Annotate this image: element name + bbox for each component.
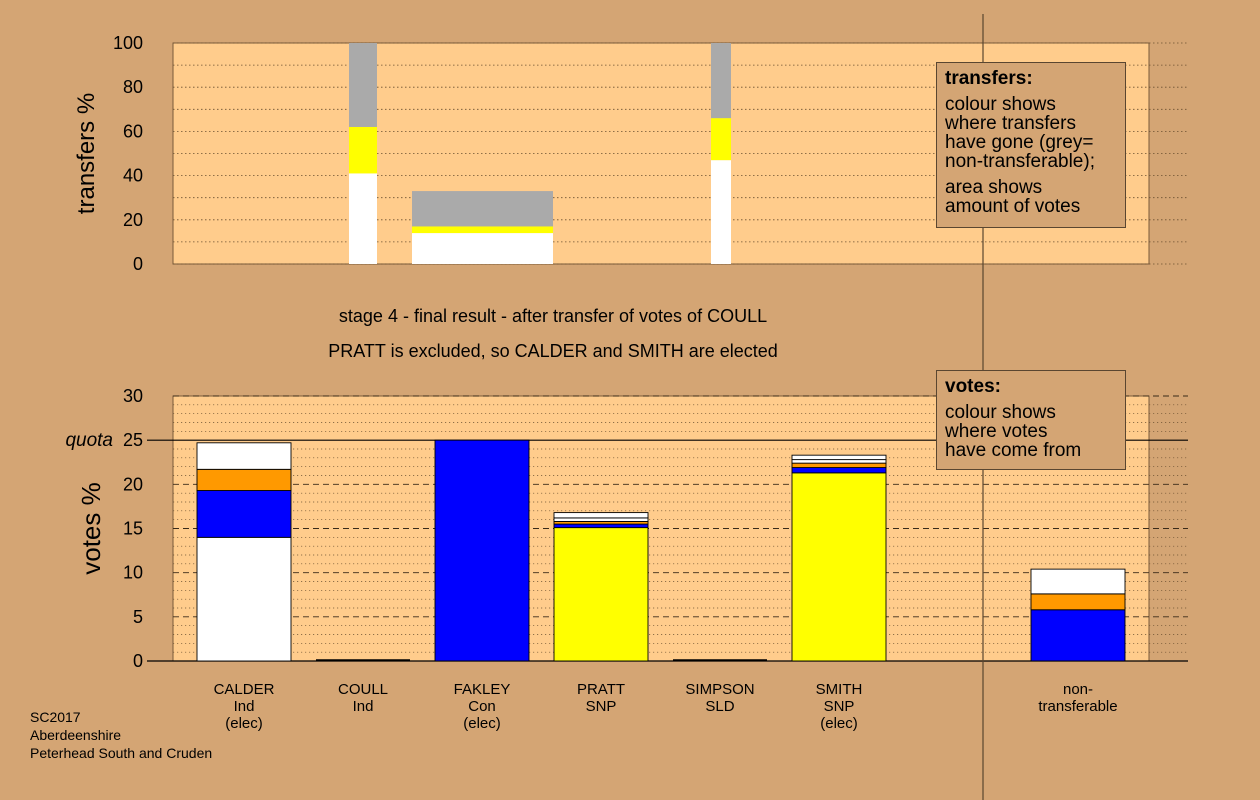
vote-segment-blue	[196, 490, 292, 538]
vote-segment-white	[791, 454, 887, 461]
category-label: (elec)	[225, 715, 263, 732]
transfers-tick-label: 0	[133, 254, 143, 274]
category-label: Con	[468, 698, 496, 715]
transfers-tick-label: 60	[123, 121, 143, 141]
transfers-legend: transfers: colour shows where transfers …	[936, 62, 1126, 228]
transfer-segment-pratt-yellow	[412, 226, 553, 234]
transfer-segment-coull-white	[349, 173, 377, 264]
category-label: (elec)	[463, 715, 501, 732]
category-label: SMITH	[816, 681, 863, 698]
votes-legend-line: colour shows	[945, 402, 1056, 423]
transfer-segment-pratt-white	[412, 233, 553, 264]
votes-axis-label: votes %	[76, 482, 106, 575]
vote-segment-white	[791, 459, 887, 464]
vote-segment-white	[553, 512, 649, 519]
transfers-axis-label: transfers %	[73, 93, 100, 214]
transfer-segment-pratt-grey	[412, 191, 553, 227]
votes-legend-line: have come from	[945, 440, 1082, 461]
vote-segment-orange	[196, 468, 292, 491]
vote-segment-orange	[1030, 593, 1126, 611]
votes-tick-label: 20	[123, 474, 143, 494]
footer-year: SC2017	[30, 709, 81, 725]
votes-tick-label: 10	[123, 563, 143, 583]
category-label: CALDER	[214, 681, 275, 698]
vote-segment-orange	[791, 462, 887, 468]
votes-legend: votes: colour shows where votes have com…	[936, 370, 1126, 470]
transfer-segment-smith-grey	[711, 43, 731, 119]
category-label: transferable	[1038, 698, 1117, 715]
votes-tick-label: 25	[123, 430, 143, 450]
transfers-tick-label: 40	[123, 166, 143, 186]
vote-segment-blue	[791, 467, 887, 474]
transfer-segment-smith-white	[711, 160, 731, 264]
footer-council: Aberdeenshire	[30, 727, 122, 743]
transfers-legend-line: amount of votes	[945, 196, 1081, 217]
vote-segment-blue	[1030, 609, 1126, 662]
vote-segment-yellow	[791, 472, 887, 662]
transfers-legend-line: non-transferable);	[945, 151, 1095, 172]
vote-segment-white	[1030, 568, 1126, 595]
result-caption: PRATT is excluded, so CALDER and SMITH a…	[328, 341, 778, 361]
category-label: (elec)	[820, 715, 858, 732]
stage-caption: stage 4 - final result - after transfer …	[338, 306, 768, 326]
votes-tick-label: 30	[123, 386, 143, 406]
category-label: Ind	[234, 698, 255, 715]
category-label: non-	[1063, 681, 1093, 698]
vote-segment-white	[196, 442, 292, 470]
votes-tick-label: 5	[133, 607, 143, 627]
votes-legend-line: where votes	[945, 421, 1048, 442]
category-label: SIMPSON	[685, 681, 754, 698]
vote-segment-blue	[553, 523, 649, 529]
category-label: PRATT	[577, 681, 625, 698]
transfer-segment-smith-yellow	[711, 118, 731, 161]
transfers-tick-label: 80	[123, 77, 143, 97]
quota-label: quota	[65, 430, 113, 451]
votes-legend-title: votes:	[945, 376, 1001, 397]
footer-ward: Peterhead South and Cruden	[30, 745, 213, 761]
transfers-legend-line: colour shows	[945, 94, 1056, 115]
category-label: FAKLEY	[454, 681, 511, 698]
vote-segment-blue	[434, 439, 530, 662]
transfers-tick-label: 100	[113, 33, 143, 53]
transfers-tick-label: 20	[123, 210, 143, 230]
transfers-legend-line: area shows	[945, 177, 1043, 198]
votes-tick-label: 0	[133, 651, 143, 671]
votes-tick-label: 15	[123, 519, 143, 539]
transfers-legend-title: transfers:	[945, 68, 1033, 89]
footer-info: SC2017 Aberdeenshire Peterhead South and…	[30, 708, 212, 762]
category-label: Ind	[353, 698, 374, 715]
transfers-legend-line: where transfers	[945, 113, 1076, 134]
category-label: SNP	[824, 698, 855, 715]
vote-segment-white	[553, 517, 649, 522]
transfers-legend-line: have gone (grey=	[945, 132, 1094, 153]
transfer-segment-coull-yellow	[349, 126, 377, 174]
transfer-segment-coull-grey	[349, 43, 377, 127]
category-label: SLD	[705, 698, 734, 715]
category-label: SNP	[586, 698, 617, 715]
category-label: COULL	[338, 681, 388, 698]
vote-segment-white	[196, 536, 292, 662]
vote-segment-yellow	[553, 527, 649, 662]
